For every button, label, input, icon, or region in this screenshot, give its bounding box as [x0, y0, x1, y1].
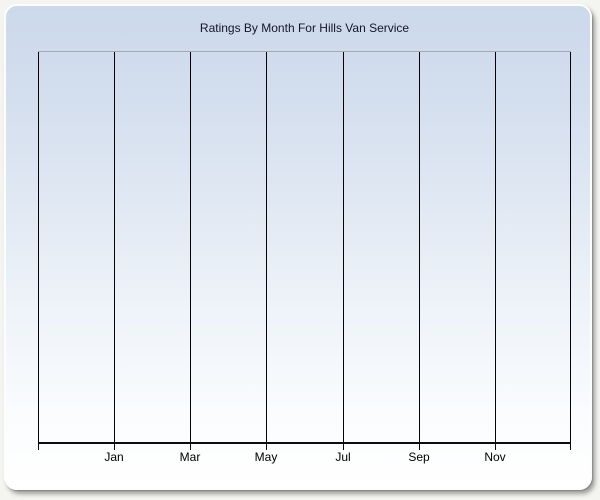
x-gridline	[419, 52, 420, 442]
x-axis-label-nov: Nov	[484, 450, 506, 464]
x-gridline	[343, 52, 344, 442]
plot-area	[38, 51, 571, 444]
x-axis-tick	[114, 444, 115, 450]
chart-panel: Ratings By Month For Hills Van Service J…	[4, 4, 592, 490]
x-axis-label-jul: Jul	[335, 450, 351, 464]
x-axis-tick	[495, 444, 496, 450]
x-axis-tick	[190, 444, 191, 450]
x-axis-label-jan: Jan	[104, 450, 124, 464]
x-axis-tick	[570, 444, 571, 450]
x-axis-tick	[38, 444, 39, 450]
x-axis-tick-row	[38, 444, 571, 450]
x-axis-tick	[266, 444, 267, 450]
x-axis-tick	[419, 444, 420, 450]
x-axis-tick	[343, 444, 344, 450]
x-axis-label-row: Jan Mar May Jul Sep Nov	[38, 450, 571, 466]
x-axis-label-mar: Mar	[179, 450, 201, 464]
x-gridline	[570, 52, 571, 442]
x-gridline	[495, 52, 496, 442]
x-gridline	[38, 52, 39, 442]
chart-title: Ratings By Month For Hills Van Service	[199, 21, 410, 35]
x-gridline	[114, 52, 115, 442]
x-axis-label-sep: Sep	[408, 450, 430, 464]
x-gridline	[190, 52, 191, 442]
x-axis-label-may: May	[254, 450, 278, 464]
x-gridline	[266, 52, 267, 442]
